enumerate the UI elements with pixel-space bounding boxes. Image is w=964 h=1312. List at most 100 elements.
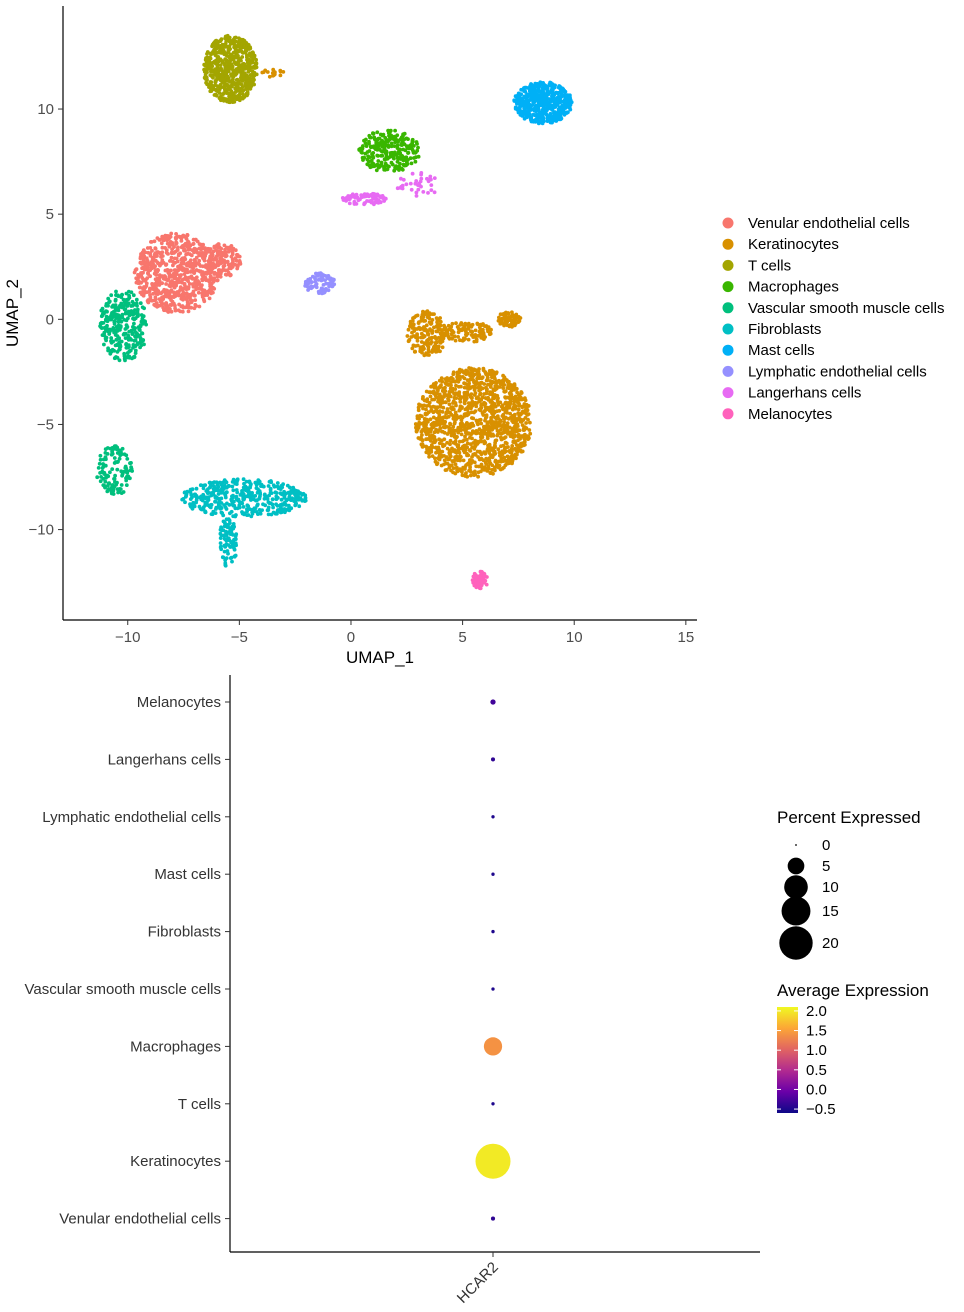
umap-point	[205, 52, 209, 56]
umap-point	[111, 311, 116, 316]
umap-point	[389, 133, 394, 138]
umap-point	[219, 94, 223, 99]
umap-point	[185, 245, 190, 250]
umap-point	[506, 445, 510, 449]
umap-point	[185, 233, 190, 238]
umap-point	[316, 271, 321, 276]
umap-point	[169, 231, 174, 236]
umap-point	[324, 287, 328, 291]
umap-point	[467, 460, 472, 465]
umap-point	[516, 95, 521, 100]
umap-point	[256, 512, 260, 516]
umap-point	[230, 484, 235, 489]
umap-point	[117, 490, 122, 494]
umap-point	[463, 321, 468, 326]
umap-point	[226, 484, 231, 488]
umap-point	[244, 65, 248, 69]
umap-point	[516, 411, 521, 415]
umap-point	[534, 112, 539, 117]
umap-point	[247, 68, 252, 73]
umap-point	[509, 314, 514, 319]
umap-point	[201, 486, 206, 491]
umap-point	[236, 79, 241, 83]
umap-point	[462, 385, 467, 390]
umap-point	[394, 166, 399, 171]
umap-point	[554, 114, 559, 119]
umap-point	[474, 418, 479, 423]
umap-point	[247, 490, 252, 495]
umap-point	[445, 432, 450, 436]
umap-point	[214, 70, 219, 74]
umap-point	[229, 55, 234, 60]
umap-point	[209, 73, 214, 78]
umap-point	[174, 241, 179, 246]
umap-point	[166, 294, 170, 298]
umap-point	[124, 483, 129, 487]
umap-point	[410, 319, 415, 323]
umap-point	[237, 254, 242, 259]
umap-point	[215, 278, 220, 283]
umap-point	[440, 416, 445, 421]
umap-point	[469, 396, 474, 400]
umap-point	[106, 487, 111, 492]
umap-point	[166, 304, 170, 309]
umap-point	[468, 435, 472, 440]
umap-point	[135, 303, 139, 308]
umap-point	[119, 319, 124, 324]
umap-point	[260, 70, 265, 75]
umap-point	[126, 297, 131, 302]
umap-point	[220, 60, 225, 65]
umap-point	[225, 87, 229, 92]
umap-point	[217, 505, 222, 510]
umap-point	[466, 431, 471, 436]
umap-point	[459, 425, 464, 429]
umap-point	[183, 241, 188, 246]
umap-point	[506, 383, 511, 387]
umap-point	[225, 259, 230, 264]
umap-point	[106, 474, 111, 479]
umap-point	[430, 445, 435, 450]
umap-point	[524, 96, 529, 101]
umap-point	[532, 83, 537, 88]
umap-point	[476, 474, 480, 479]
umap-point	[443, 400, 448, 405]
umap-point	[509, 395, 514, 400]
umap-point	[482, 382, 487, 386]
umap-point	[430, 421, 435, 426]
umap-point	[536, 93, 541, 98]
umap-point	[423, 318, 428, 323]
umap-point	[460, 473, 465, 478]
umap-point	[115, 350, 120, 354]
umap-point	[478, 392, 482, 397]
umap-point	[442, 437, 447, 442]
umap-point	[462, 371, 467, 375]
umap-point	[198, 269, 203, 274]
umap-point	[175, 259, 180, 264]
umap-point	[411, 322, 416, 327]
umap-point	[513, 322, 518, 326]
umap-point	[196, 290, 201, 295]
umap-point	[436, 388, 440, 393]
umap-point	[449, 332, 454, 337]
umap-point	[559, 106, 563, 111]
umap-point	[476, 334, 481, 338]
umap-point	[427, 403, 431, 408]
umap-point	[103, 485, 107, 490]
umap-point	[221, 264, 226, 269]
umap-point	[503, 396, 508, 400]
umap-point	[247, 479, 252, 484]
umap-point	[217, 268, 222, 273]
umap-point	[546, 116, 551, 121]
umap-point	[116, 308, 121, 313]
umap-point	[109, 486, 114, 491]
umap-point	[465, 441, 470, 446]
umap-point	[211, 276, 215, 281]
umap-point	[102, 470, 107, 475]
umap-point	[206, 490, 211, 495]
umap-point	[230, 494, 234, 499]
umap-point	[240, 511, 245, 516]
umap-point	[493, 458, 498, 463]
umap-point	[112, 327, 116, 332]
umap-point	[362, 155, 367, 160]
umap-point	[467, 366, 471, 370]
